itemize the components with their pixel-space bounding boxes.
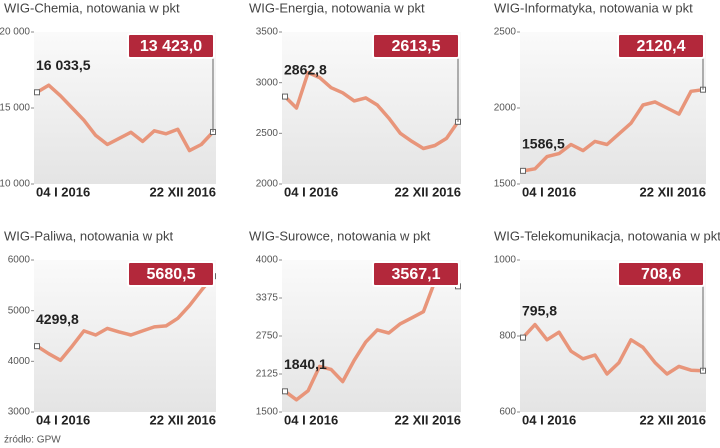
y-tick-label: 3500 bbox=[256, 27, 279, 38]
end-value-label: 3567,1 bbox=[392, 266, 441, 283]
point-marker bbox=[282, 93, 288, 100]
x-tick-label: 04 I 2016 bbox=[522, 412, 576, 427]
y-tick-label: 20 000 bbox=[0, 27, 30, 38]
chart-title: WIG-Paliwa, notowania w pkt bbox=[4, 228, 173, 243]
y-tick-label: 2500 bbox=[494, 27, 517, 38]
start-value-label: 1840,1 bbox=[284, 356, 327, 372]
x-tick-label: 22 XII 2016 bbox=[395, 184, 462, 199]
data-line bbox=[283, 273, 460, 402]
chart-title: WIG-Informatyka, notowania w pkt bbox=[494, 0, 693, 15]
point-marker bbox=[34, 89, 40, 96]
source: źródło: GPW bbox=[4, 435, 61, 446]
data-line bbox=[522, 87, 704, 173]
x-tick-label: 22 XII 2016 bbox=[395, 412, 462, 427]
data-line bbox=[36, 83, 215, 153]
point-marker bbox=[34, 343, 40, 350]
start-value-label: 795,8 bbox=[522, 302, 557, 318]
x-tick-label: 04 I 2016 bbox=[522, 184, 576, 199]
y-tick-label: 1500 bbox=[256, 407, 279, 418]
chart-panel: WIG-Telekomunikacja, notowania w pkt 600 8… bbox=[494, 228, 720, 427]
start-value-label: 1586,5 bbox=[522, 136, 565, 152]
end-value-label: 2120,4 bbox=[637, 38, 686, 55]
chart-panel: WIG-Paliwa, notowania w pkt 3000 4000 5000 6… bbox=[4, 228, 216, 427]
y-tick-label: 6000 bbox=[8, 255, 31, 266]
y-tick-label: 15 000 bbox=[0, 103, 30, 114]
y-tick-label: 1500 bbox=[494, 179, 517, 190]
end-value-box bbox=[617, 33, 705, 59]
y-tick-label: 3000 bbox=[8, 407, 31, 418]
end-value-box bbox=[372, 33, 460, 59]
chart-panel: WIG-Informatyka, notowania w pkt 1500 2000… bbox=[494, 0, 706, 199]
x-tick-label: 22 XII 2016 bbox=[150, 184, 217, 199]
start-value-label: 4299,8 bbox=[36, 311, 79, 327]
end-value-label: 2613,5 bbox=[392, 38, 441, 55]
y-tick-label: 2000 bbox=[256, 179, 279, 190]
end-value-label: 5680,5 bbox=[147, 266, 196, 283]
x-tick-label: 04 I 2016 bbox=[36, 184, 90, 199]
end-value-label: 708,6 bbox=[641, 266, 681, 283]
chart-title: WIG-Telekomunikacja, notowania w pkt bbox=[494, 228, 720, 243]
y-tick-label: 2500 bbox=[256, 128, 279, 139]
chart-panel: WIG-Chemia, notowania w pkt 10 000 15 000 2… bbox=[0, 0, 216, 199]
y-tick-label: 3375 bbox=[256, 293, 279, 304]
data-line bbox=[36, 275, 215, 363]
point-marker bbox=[282, 388, 288, 395]
chart-panel: WIG-Energia, notowania w pkt 2000 2500 3000… bbox=[249, 0, 461, 199]
point-marker bbox=[520, 167, 526, 174]
chart-panel: WIG-Surowce, notowania w pkt 1500 2125 2750… bbox=[249, 228, 461, 427]
x-tick-label: 22 XII 2016 bbox=[640, 184, 707, 199]
chart-title: WIG-Chemia, notowania w pkt bbox=[4, 0, 180, 15]
y-tick-label: 2125 bbox=[256, 369, 279, 380]
data-line bbox=[521, 322, 704, 376]
x-tick-label: 22 XII 2016 bbox=[640, 412, 707, 427]
y-tick-label: 2750 bbox=[256, 331, 279, 342]
end-value-box bbox=[127, 261, 215, 287]
y-tick-label: 4000 bbox=[8, 356, 31, 367]
x-tick-label: 04 I 2016 bbox=[36, 412, 90, 427]
y-tick-label: 2000 bbox=[494, 103, 517, 114]
end-value-box bbox=[617, 261, 705, 287]
y-tick-label: 600 bbox=[499, 407, 516, 418]
y-tick-label: 5000 bbox=[8, 305, 31, 316]
y-tick-label: 4000 bbox=[256, 255, 279, 266]
end-value-box bbox=[127, 33, 215, 59]
chart-title: WIG-Energia, notowania w pkt bbox=[249, 0, 425, 15]
start-value-label: 2862,8 bbox=[284, 61, 327, 77]
x-tick-label: 04 I 2016 bbox=[284, 184, 338, 199]
y-tick-label: 3000 bbox=[256, 77, 279, 88]
y-tick-label: 800 bbox=[499, 331, 516, 342]
end-value-label: 13 423,0 bbox=[140, 38, 202, 55]
chart-title: WIG-Surowce, notowania w pkt bbox=[249, 228, 431, 243]
data-line bbox=[283, 70, 460, 151]
end-value-box bbox=[372, 261, 460, 287]
x-tick-label: 04 I 2016 bbox=[284, 412, 338, 427]
point-marker bbox=[520, 334, 526, 341]
x-tick-label: 22 XII 2016 bbox=[150, 412, 217, 427]
y-tick-label: 10 000 bbox=[0, 179, 30, 190]
start-value-label: 16 033,5 bbox=[36, 57, 91, 73]
y-tick-label: 1000 bbox=[494, 255, 517, 266]
